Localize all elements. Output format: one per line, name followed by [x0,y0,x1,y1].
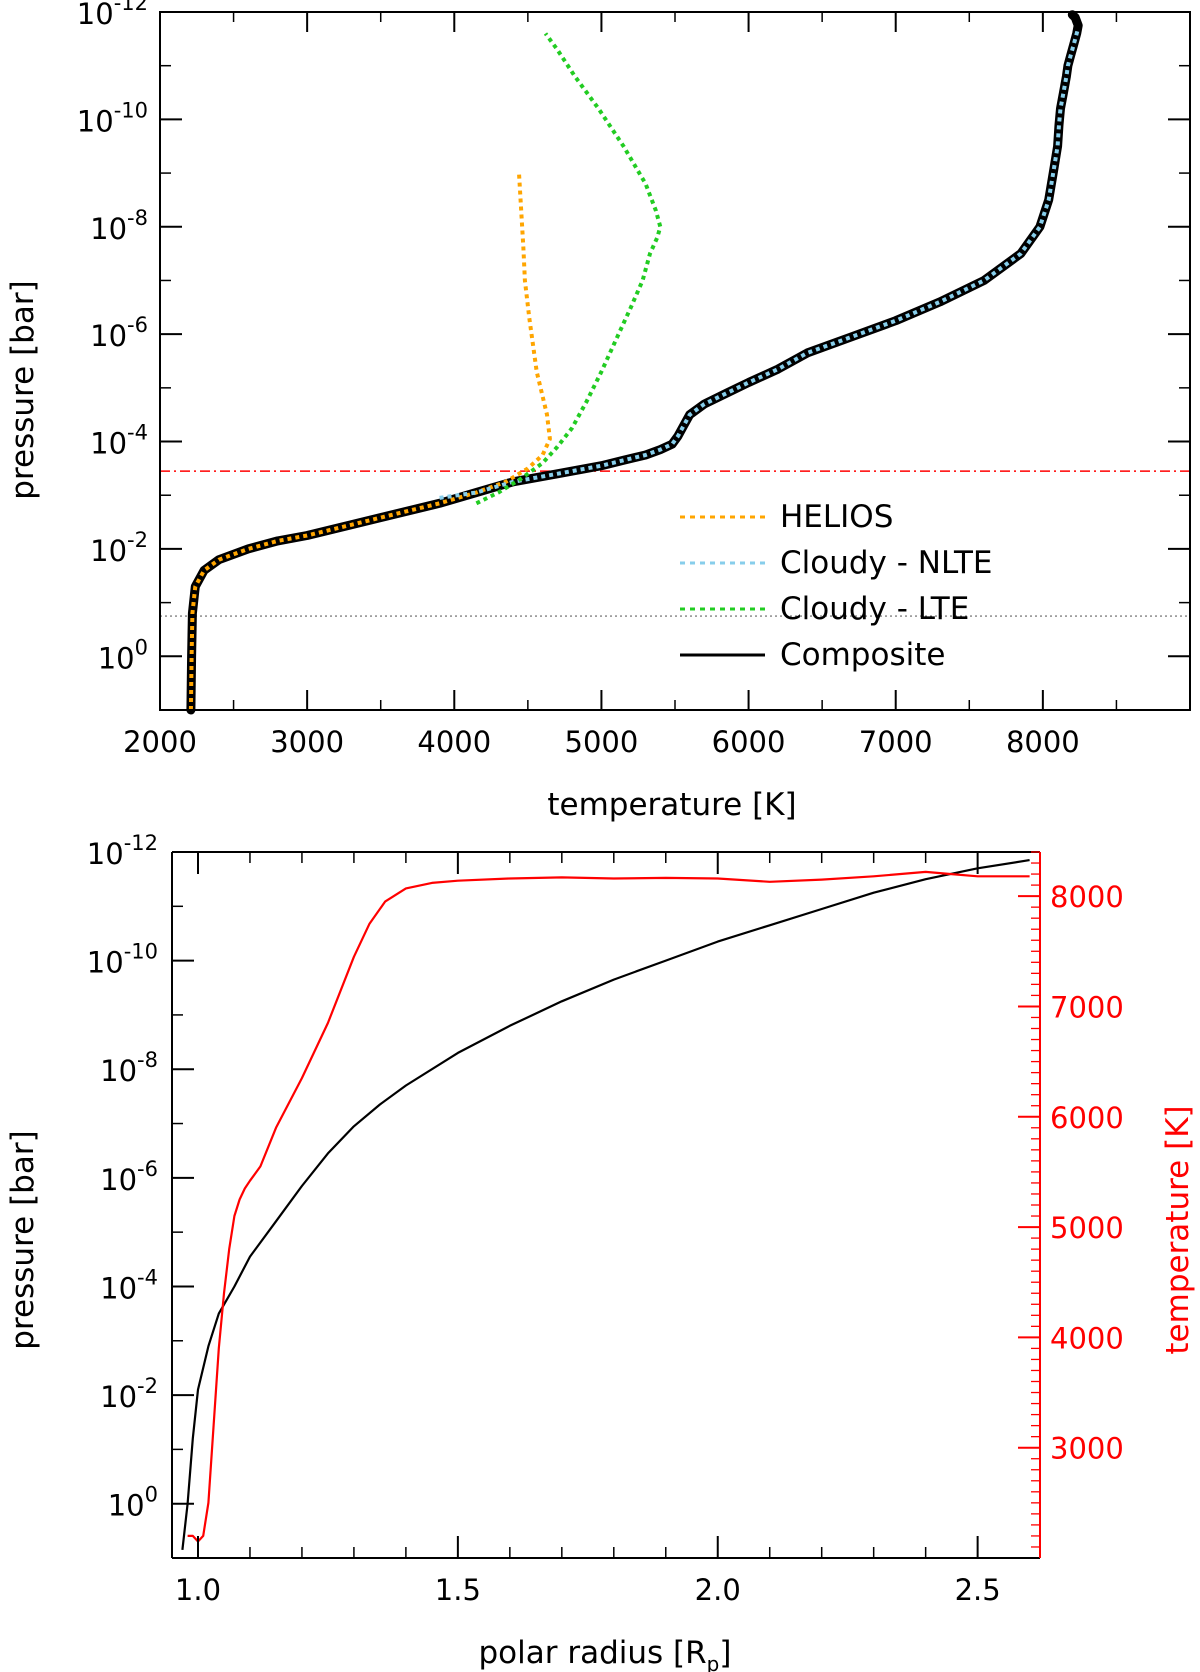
y-tick-label: 10-12 [87,831,158,871]
y2-tick-label: 5000 [1050,1211,1124,1245]
bottom-panel: 1.0 1.5 2.0 2.510-1210-1010-810-610-410-210… [5,831,1196,1672]
top-y-axis-title: pressure [bar] [5,280,41,499]
y-tick-label: 10-6 [90,313,148,353]
y-tick-base: 10 [90,534,127,568]
y-tick-base: 10 [90,427,127,461]
y2-tick-label: 7000 [1050,990,1124,1024]
y-tick-label: 10-6 [100,1157,158,1197]
y2-tick-label: 3000 [1050,1432,1124,1466]
y-tick-exponent: -6 [137,1157,158,1181]
bottom-y-axis-title: pressure [bar] [5,1130,41,1349]
y-tick-exponent: -8 [127,206,148,230]
y-tick-base: 10 [77,0,114,31]
y-tick-exponent: -4 [137,1265,158,1289]
y-tick-label: 10-2 [90,528,148,568]
legend: HELIOS Cloudy - NLTE Cloudy - LTE Compos… [680,499,993,673]
legend-label-cloudy-lte: Cloudy - LTE [780,591,969,627]
legend-label-cloudy-nlte: Cloudy - NLTE [780,545,993,581]
y-tick-base: 10 [100,1163,137,1197]
y-tick-label: 100 [108,1483,158,1523]
x-tick-label: 4000 [417,725,491,759]
y2-tick-label: 8000 [1050,880,1124,914]
y-tick-base: 10 [100,1054,137,1088]
y-tick-exponent: -12 [114,0,148,15]
y-tick-base: 10 [98,641,135,675]
legend-label-composite: Composite [780,637,945,673]
bottom-plot-area: 1.0 1.5 2.0 2.510-1210-1010-810-610-410-210… [87,831,1124,1607]
series-line-pressure [181,859,1030,1551]
series-line-cloudy-nlte [439,27,1081,500]
y-tick-base: 10 [100,1380,137,1414]
bottom-x-axis-title: polar radius [Rp] [479,1635,732,1672]
top-plot-area: 2000 3000 4000 5000 6000 7000 800010-1210-1010… [77,0,1191,759]
y-tick-exponent: -6 [127,313,148,337]
top-panel: 2000 3000 4000 5000 6000 7000 800010-1210-1010… [5,0,1191,823]
top-x-axis-title: temperature [K] [547,787,796,823]
y-tick-base: 10 [77,104,114,138]
x-tick-label: 2.0 [695,1573,741,1607]
series-line-temperature [187,870,1030,1543]
y-tick-label: 10-8 [100,1048,158,1088]
legend-label-helios: HELIOS [780,499,893,535]
y-tick-base: 10 [90,319,127,353]
x-tick-label: 5000 [565,725,639,759]
legend-backdrop [670,575,1070,610]
series-line-cloudy-lte [475,32,663,506]
y-tick-base: 10 [90,212,127,246]
x-tick-label: 8000 [1006,725,1080,759]
y2-tick-label: 4000 [1050,1321,1124,1355]
bottom-y2-axis-title: temperature [K] [1160,1105,1196,1354]
x-tick-label: 1.0 [175,1573,221,1607]
y-tick-label: 10-2 [100,1374,158,1414]
y-tick-base: 10 [100,1271,137,1305]
x-tick-label: 1.5 [435,1573,481,1607]
y-tick-exponent: 0 [135,635,148,659]
y2-tick-label: 6000 [1050,1101,1124,1135]
x-tick-label: 6000 [712,725,786,759]
y-tick-base: 10 [87,837,124,871]
bottom-x-axis-title-end: ] [719,1635,731,1671]
y-tick-exponent: -2 [137,1374,158,1398]
y-tick-exponent: -12 [124,831,158,855]
y-tick-label: 10-12 [77,0,148,31]
y-tick-exponent: -2 [127,528,148,552]
y-tick-exponent: -8 [137,1048,158,1072]
y-tick-exponent: -10 [124,940,158,964]
x-tick-label: 3000 [270,725,344,759]
bottom-x-axis-title-sub: p [707,1652,720,1672]
y-tick-label: 10-8 [90,206,148,246]
y-tick-exponent: -4 [127,421,148,445]
y-tick-label: 10-10 [87,940,158,980]
y-tick-exponent: -10 [114,98,148,122]
y-tick-exponent: 0 [145,1483,158,1507]
y-tick-label: 10-4 [100,1265,158,1305]
y-tick-base: 10 [87,946,124,980]
bottom-x-axis-title-main: polar radius [R [479,1635,707,1671]
x-tick-label: 7000 [859,725,933,759]
x-tick-label: 2.5 [955,1573,1001,1607]
y-tick-label: 100 [98,635,148,675]
y-tick-base: 10 [108,1489,145,1523]
series-line-helios [188,172,552,711]
x-tick-label: 2000 [123,725,197,759]
y-tick-label: 10-4 [90,421,148,461]
y-tick-label: 10-10 [77,98,148,138]
